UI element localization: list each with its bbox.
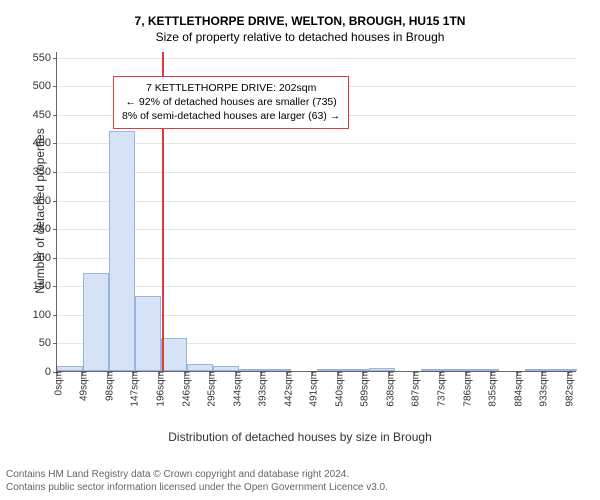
histogram-bar xyxy=(135,296,161,371)
ytick-label: 50 xyxy=(39,337,57,349)
xtick-label: 884sqm xyxy=(509,371,524,407)
chart-title-sub: Size of property relative to detached ho… xyxy=(0,28,600,44)
attribution-text: Contains HM Land Registry data © Crown c… xyxy=(0,464,600,500)
xtick-label: 638sqm xyxy=(381,371,396,407)
xtick-label: 589sqm xyxy=(356,371,371,407)
xtick-label: 295sqm xyxy=(203,371,218,407)
xtick-label: 835sqm xyxy=(484,371,499,407)
chart-plot-area: 0501001502002503003504004505005500sqm49s… xyxy=(56,52,576,372)
xtick-label: 687sqm xyxy=(407,371,422,407)
xtick-label: 540sqm xyxy=(330,371,345,407)
ytick-label: 500 xyxy=(33,80,57,92)
xtick-label: 0sqm xyxy=(50,371,65,395)
x-axis-label: Distribution of detached houses by size … xyxy=(0,430,600,444)
xtick-label: 344sqm xyxy=(228,371,243,407)
xtick-label: 196sqm xyxy=(151,371,166,407)
y-axis-label: Number of detached properties xyxy=(33,111,47,311)
ytick-label: 550 xyxy=(33,52,57,64)
xtick-label: 491sqm xyxy=(305,371,320,407)
xtick-label: 786sqm xyxy=(458,371,473,407)
histogram-bar xyxy=(109,131,135,371)
histogram-bar xyxy=(161,338,187,371)
annotation-box: 7 KETTLETHORPE DRIVE: 202sqm← 92% of det… xyxy=(113,76,349,129)
annotation-line: ← 92% of detached houses are smaller (73… xyxy=(122,95,340,109)
histogram-bar xyxy=(83,273,109,371)
annotation-line: 7 KETTLETHORPE DRIVE: 202sqm xyxy=(122,81,340,95)
xtick-label: 737sqm xyxy=(433,371,448,407)
xtick-label: 147sqm xyxy=(126,371,141,407)
xtick-label: 49sqm xyxy=(75,371,90,401)
xtick-label: 246sqm xyxy=(177,371,192,407)
xtick-label: 98sqm xyxy=(100,371,115,401)
xtick-label: 442sqm xyxy=(279,371,294,407)
attribution-line-2: Contains public sector information licen… xyxy=(6,481,594,494)
attribution-line-1: Contains HM Land Registry data © Crown c… xyxy=(6,468,594,481)
grid-line xyxy=(57,58,576,59)
xtick-label: 933sqm xyxy=(535,371,550,407)
xtick-label: 393sqm xyxy=(254,371,269,407)
annotation-line: 8% of semi-detached houses are larger (6… xyxy=(122,109,340,123)
chart-title-main: 7, KETTLETHORPE DRIVE, WELTON, BROUGH, H… xyxy=(0,0,600,28)
histogram-bar xyxy=(187,364,213,371)
xtick-label: 982sqm xyxy=(560,371,575,407)
